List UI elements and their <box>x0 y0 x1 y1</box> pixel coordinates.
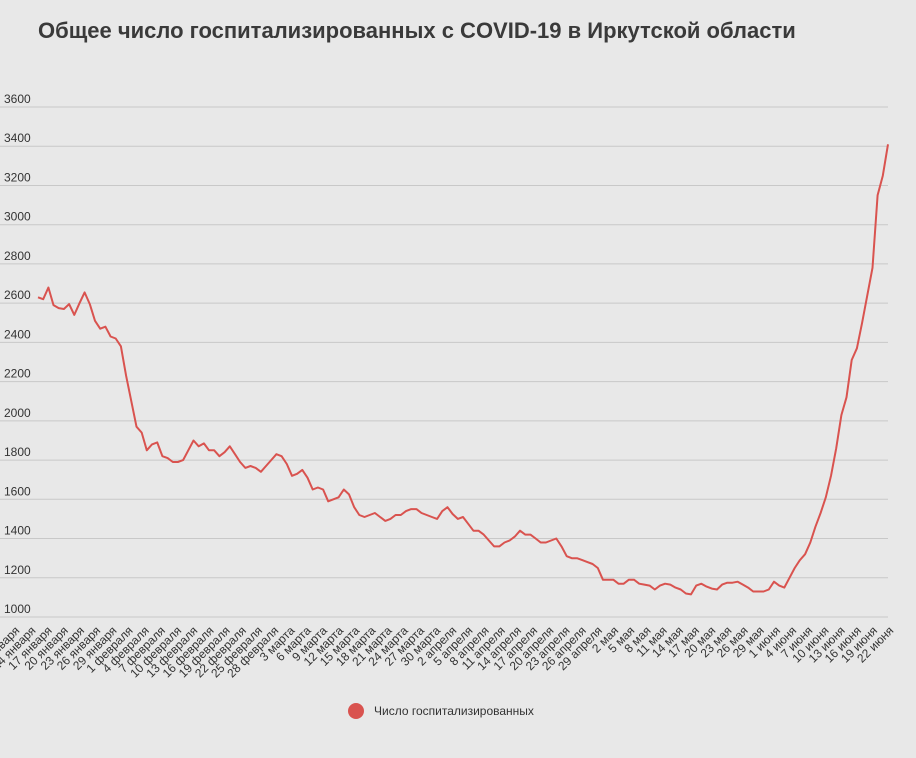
y-tick-label: 2200 <box>4 367 31 381</box>
chart-title: Общее число госпитализированных с COVID-… <box>38 18 796 43</box>
legend-label: Число госпитализированных <box>374 704 534 718</box>
y-tick-label: 3400 <box>4 131 31 145</box>
series-line <box>37 144 889 596</box>
y-tick-label: 1200 <box>4 563 31 577</box>
y-tick-label: 1000 <box>4 602 31 616</box>
y-tick-label: 1400 <box>4 524 31 538</box>
y-tick-label: 1600 <box>4 484 31 498</box>
legend: Число госпитализированных <box>348 703 534 719</box>
y-tick-label: 2000 <box>4 406 31 420</box>
y-tick-label: 3000 <box>4 210 31 224</box>
y-tick-label: 2600 <box>4 288 31 302</box>
y-tick-label: 3600 <box>4 92 31 106</box>
y-tick-label: 2800 <box>4 249 31 263</box>
legend-marker <box>348 703 364 719</box>
y-tick-label: 1800 <box>4 445 31 459</box>
y-tick-label: 2400 <box>4 327 31 341</box>
y-tick-label: 3200 <box>4 170 31 184</box>
